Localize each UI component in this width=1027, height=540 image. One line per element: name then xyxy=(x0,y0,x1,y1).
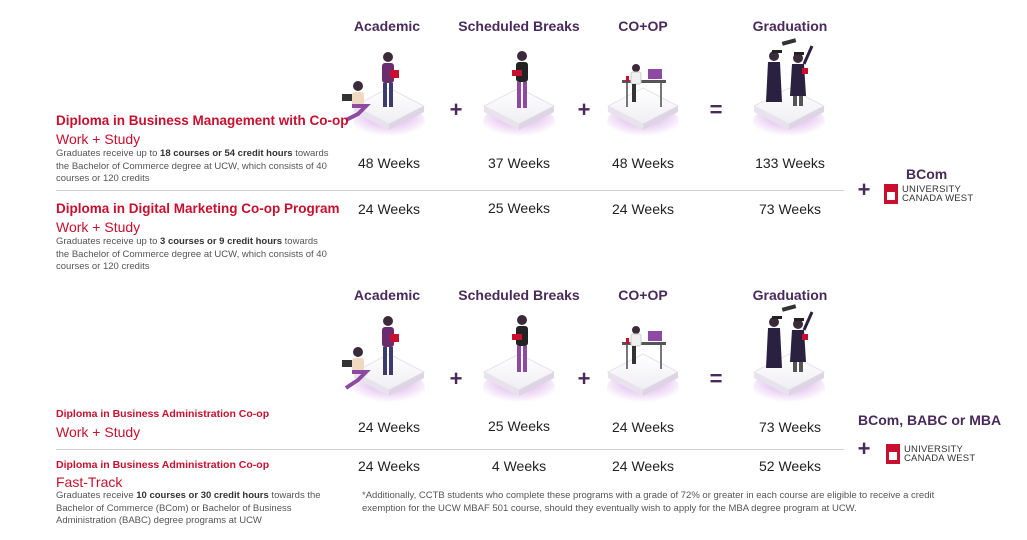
degree-label: BCom xyxy=(906,166,948,182)
ucw-mark-icon xyxy=(884,184,898,204)
program-description: Graduates receive 10 courses or 30 credi… xyxy=(56,490,321,526)
plus-operator: + xyxy=(449,366,463,391)
column-header-graduation: Graduation xyxy=(752,18,828,34)
footnote: *Additionally, CCTB students who complet… xyxy=(362,490,935,514)
weeks-coop: 24 Weeks xyxy=(612,419,674,435)
column-header-coop: CO+OP xyxy=(618,287,668,303)
weeks-total: 73 Weeks xyxy=(759,201,821,217)
program-title: Diploma in Business Management with Co-o… xyxy=(56,113,349,128)
weeks-total: 73 Weeks xyxy=(759,419,821,435)
ucw-mark-icon xyxy=(886,444,900,464)
ucw-line-1: UNIVERSITY xyxy=(904,444,964,455)
program-title: Diploma in Digital Marketing Co-op Progr… xyxy=(56,201,340,216)
column-header-graduation: Graduation xyxy=(752,287,828,303)
ucw-line-1: UNIVERSITY xyxy=(902,184,962,195)
program-title: Diploma in Business Administration Co-op xyxy=(56,408,270,420)
plus-operator: + xyxy=(449,97,463,122)
equals-operator: = xyxy=(709,366,723,391)
student-break-icon xyxy=(512,51,528,108)
column-header-academic: Academic xyxy=(353,18,421,34)
column-header-scheduled-breaks: Scheduled Breaks xyxy=(458,287,580,303)
graduation-platform xyxy=(752,87,826,140)
plus-operator: + xyxy=(857,436,871,461)
student-laptop-desk-icon xyxy=(622,326,666,369)
program-subtitle: Work + Study xyxy=(56,219,141,235)
program-title: Diploma in Business Administration Co-op xyxy=(56,459,270,471)
weeks-coop: 24 Weeks xyxy=(612,201,674,217)
program-subtitle: Work + Study xyxy=(56,131,141,147)
program-subtitle: Fast-Track xyxy=(56,474,123,490)
weeks-breaks: 4 Weeks xyxy=(491,458,547,474)
weeks-academic: 48 Weeks xyxy=(358,155,420,171)
ucw-line-2: CANADA WEST xyxy=(904,453,976,464)
weeks-breaks: 37 Weeks xyxy=(488,155,550,171)
graduates-icon xyxy=(766,38,814,106)
equals-operator: = xyxy=(709,97,723,122)
students-reading-icon xyxy=(342,316,399,390)
weeks-academic: 24 Weeks xyxy=(358,458,420,474)
weeks-coop: 24 Weeks xyxy=(612,458,674,474)
student-break-icon xyxy=(512,315,528,372)
plus-operator: + xyxy=(577,366,591,391)
weeks-academic: 24 Weeks xyxy=(358,419,420,435)
weeks-breaks: 25 Weeks xyxy=(488,418,550,434)
plus-operator: + xyxy=(577,97,591,122)
column-header-scheduled-breaks: Scheduled Breaks xyxy=(458,18,580,34)
plus-operator: + xyxy=(857,177,871,202)
students-reading-icon xyxy=(342,52,399,122)
row-divider xyxy=(56,449,844,450)
weeks-total: 52 Weeks xyxy=(759,458,821,474)
weeks-academic: 24 Weeks xyxy=(358,201,420,217)
column-header-academic: Academic xyxy=(353,287,421,303)
column-header-coop: CO+OP xyxy=(618,18,668,34)
graduates-icon xyxy=(766,304,814,372)
ucw-logo: UNIVERSITY CANADA WEST xyxy=(886,444,975,464)
program-description: Graduates receive up to 3 courses or 9 c… xyxy=(56,236,327,272)
weeks-coop: 48 Weeks xyxy=(612,155,674,171)
ucw-line-2: CANADA WEST xyxy=(902,193,974,204)
student-laptop-desk-icon xyxy=(622,64,666,107)
row-divider xyxy=(56,190,844,191)
ucw-logo: UNIVERSITY CANADA WEST xyxy=(884,184,973,204)
program-subtitle: Work + Study xyxy=(56,424,141,440)
weeks-breaks: 25 Weeks xyxy=(488,200,550,216)
weeks-total: 133 Weeks xyxy=(755,155,825,171)
degree-label: BCom, BABC or MBA xyxy=(858,412,1002,428)
program-description: Graduates receive up to 18 courses or 54… xyxy=(56,148,329,184)
